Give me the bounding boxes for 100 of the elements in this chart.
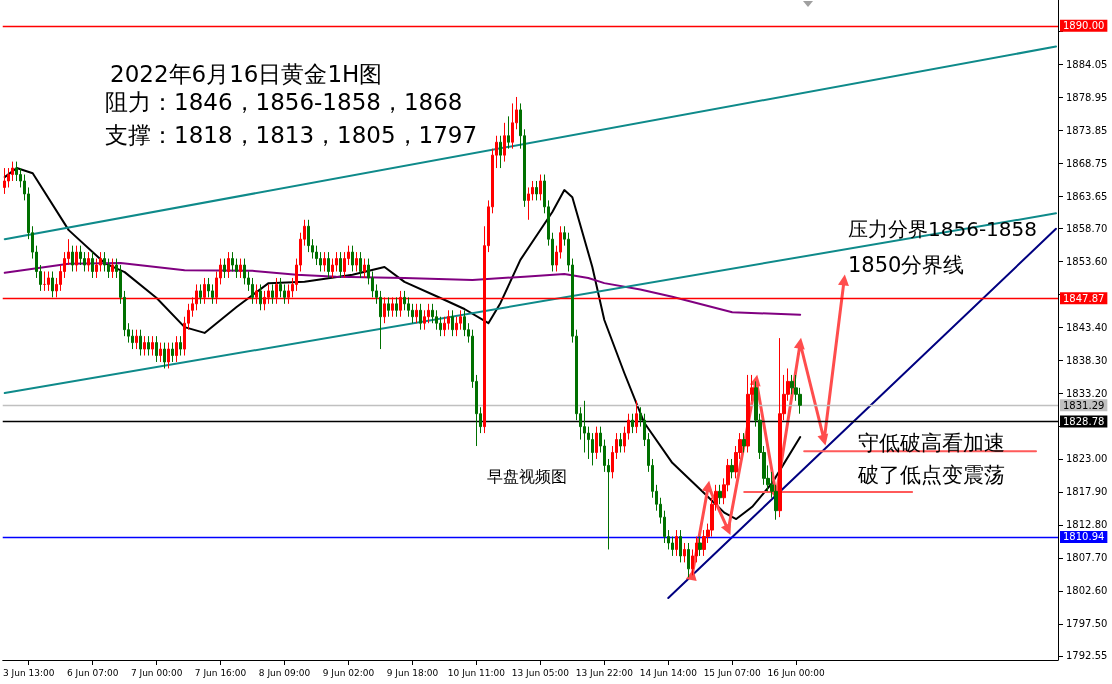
annotation: 守低破高看加速 <box>858 430 1005 455</box>
candlestick <box>595 426 598 460</box>
candlestick <box>679 529 682 563</box>
candlestick <box>387 296 390 318</box>
x-tick-label: 8 Jun 09:00 <box>258 667 311 678</box>
candlestick <box>167 342 170 369</box>
x-tick-label: 13 Jun 05:00 <box>511 667 570 678</box>
candlestick <box>619 432 622 453</box>
candlestick <box>175 335 178 363</box>
x-tick-label: 9 Jun 02:00 <box>322 667 375 678</box>
candlestick <box>51 271 54 298</box>
candlestick <box>199 283 202 305</box>
x-tick-label: 10 Jun 11:00 <box>447 667 506 678</box>
candlestick <box>395 296 398 318</box>
candlestick <box>239 258 242 279</box>
candlestick <box>359 251 362 279</box>
candlestick <box>163 342 166 369</box>
candlestick <box>71 245 74 272</box>
candlestick <box>147 335 150 357</box>
candlestick <box>159 342 162 363</box>
x-tick-label: 16 Jun 00:00 <box>767 667 826 678</box>
text: 2022年6月16日黄金1H图 <box>110 60 383 87</box>
candlestick <box>155 335 158 363</box>
candlestick <box>742 432 746 453</box>
annotation: 破了低点变震荡 <box>857 462 1005 487</box>
point <box>817 433 829 446</box>
candlestick <box>535 180 538 201</box>
candlestick <box>111 258 114 279</box>
annotation: 早盘视频图 <box>487 466 567 486</box>
ref-line-label: 1810.94 <box>1063 531 1105 543</box>
candlestick <box>75 245 78 272</box>
point <box>838 274 849 287</box>
x-tick-label: 15 Jun 07:00 <box>703 667 762 678</box>
candlestick <box>227 251 230 279</box>
y-tick-label: 1858.70 <box>1066 222 1108 234</box>
y-tick-label: 1792.55 <box>1066 650 1108 662</box>
ref-line-label: 1831.29 <box>1063 399 1105 411</box>
candlestick <box>415 303 418 324</box>
candlestick <box>223 258 226 279</box>
y-tick-label: 1838.30 <box>1066 354 1108 366</box>
y-tick-label: 1802.60 <box>1066 585 1108 597</box>
x-tick-label: 3 Jun 13:00 <box>2 667 55 678</box>
candlestick <box>327 251 330 279</box>
annotation: 阻力：1846，1856-1858，1868 <box>105 88 463 115</box>
candlestick <box>499 135 502 169</box>
candlestick <box>363 258 366 279</box>
ref-line-label: 1890.00 <box>1063 20 1105 32</box>
y-tick-label: 1884.05 <box>1066 58 1108 70</box>
y-tick-label: 1873.85 <box>1066 124 1108 136</box>
ref-line-label: 1847.87 <box>1063 292 1105 304</box>
candlestick <box>730 458 734 479</box>
ref-line-label: 1828.78 <box>1063 416 1105 428</box>
candlestick <box>507 115 510 150</box>
x-tick-label: 14 Jun 14:00 <box>639 667 698 678</box>
y-tick-label: 1807.70 <box>1066 552 1108 564</box>
candlestick <box>43 271 46 292</box>
candlestick <box>259 283 262 311</box>
candlestick <box>631 413 634 434</box>
y-tick-label: 1833.20 <box>1066 387 1108 399</box>
candlestick <box>47 271 50 292</box>
candlestick <box>675 529 678 557</box>
x-tick-label: 13 Jun 22:00 <box>575 667 634 678</box>
y-tick-label: 1863.65 <box>1066 190 1108 202</box>
candlestick <box>698 536 702 557</box>
candlestick <box>503 122 506 163</box>
candlestick <box>451 309 454 337</box>
candlestick <box>179 335 182 357</box>
candlestick <box>683 542 686 563</box>
candlestick <box>718 484 722 505</box>
annotation: 1850分界线 <box>848 252 965 277</box>
candlestick <box>171 342 174 363</box>
y-tick-label: 1823.00 <box>1066 453 1108 465</box>
y-tick-label: 1843.40 <box>1066 321 1108 333</box>
x-tick-label: 9 Jun 18:00 <box>386 667 439 678</box>
candlestick <box>355 251 358 272</box>
y-tick-label: 1868.75 <box>1066 157 1108 169</box>
candlestick <box>143 335 146 357</box>
candlestick <box>687 542 690 578</box>
x-tick-label: 7 Jun 16:00 <box>194 667 247 678</box>
candlestick <box>539 174 542 201</box>
candlestick <box>151 335 154 357</box>
x-tick-label: 6 Jun 07:00 <box>66 667 119 678</box>
candlestick <box>91 251 94 279</box>
y-tick-label: 1797.50 <box>1066 618 1108 630</box>
candlestick <box>339 251 342 279</box>
candlestick <box>135 329 138 350</box>
candlestick <box>419 303 422 331</box>
point <box>793 337 805 350</box>
x-tick-label: 7 Jun 00:00 <box>130 667 183 678</box>
point <box>720 522 731 536</box>
y-tick-label: 1878.95 <box>1066 91 1108 103</box>
candlestick <box>746 374 750 453</box>
line-series <box>3 262 802 316</box>
candlestick <box>635 400 638 434</box>
point <box>701 480 713 493</box>
candlestick <box>139 329 142 357</box>
candlestick <box>87 251 90 272</box>
candlestick <box>3 167 6 195</box>
candlestick <box>778 337 782 518</box>
annotation: 支撑：1818，1813，1805，1797 <box>105 121 478 148</box>
